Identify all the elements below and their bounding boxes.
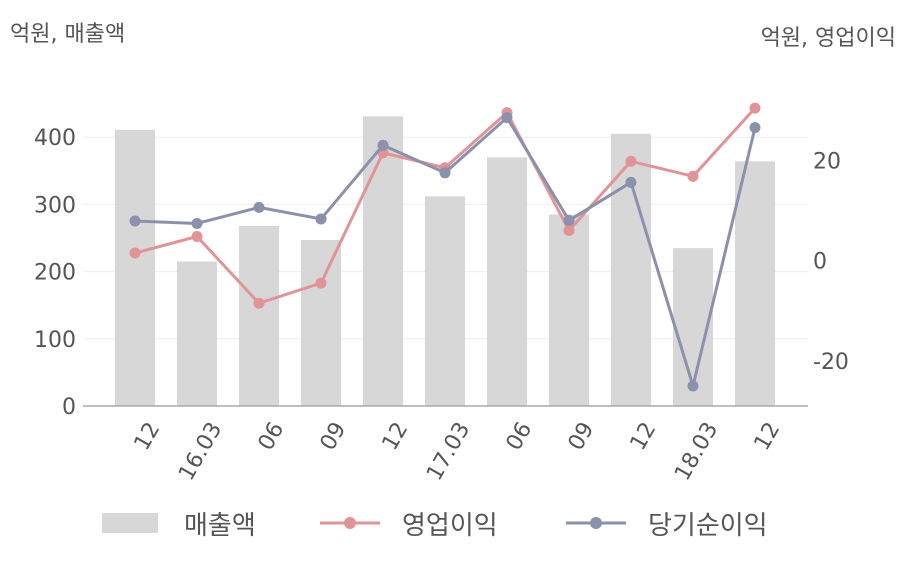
right-tick-label: -20 (813, 350, 849, 375)
legend-item-operating-profit: 영업이익 (320, 500, 498, 546)
x-tick-label: 18.03 (670, 418, 723, 485)
left-tick-label: 300 (34, 193, 76, 218)
net-profit-point (687, 380, 699, 392)
x-tick-label: 09 (316, 418, 352, 455)
net-profit-point (439, 167, 451, 179)
revenue-bar (239, 225, 279, 406)
left-tick-label: 200 (34, 261, 76, 286)
legend-label-operating-profit: 영업이익 (402, 510, 498, 541)
net-profit-point (377, 139, 389, 151)
net-profit-point (563, 214, 575, 226)
net-profit-point (191, 217, 203, 229)
left-tick-label: 0 (62, 395, 76, 420)
operating-profit-point (625, 155, 637, 167)
operating-profit-point (191, 230, 203, 242)
revenue-bar (425, 196, 465, 406)
chart-legend: 매출액 영업이익 당기순이익 (0, 500, 908, 546)
x-tick-label: 12 (626, 418, 662, 455)
x-tick-label: 12 (130, 418, 166, 455)
x-tick-label: 06 (254, 418, 290, 455)
operating-profit-point (129, 247, 141, 259)
revenue-bar (363, 116, 403, 407)
x-tick-label: 12 (750, 418, 786, 455)
left-axis-unit-label: 억원, 매출액 (10, 22, 126, 47)
net-profit-point (501, 112, 513, 124)
x-tick-label: 17.03 (422, 418, 475, 485)
x-tick-label: 16.03 (174, 418, 227, 485)
net-profit-point (129, 215, 141, 227)
left-tick-label: 400 (34, 126, 76, 151)
operating-profit-point (749, 102, 761, 114)
net-profit-point (253, 201, 265, 213)
right-tick-label: 20 (813, 149, 841, 174)
net-profit-point (315, 213, 327, 225)
legend-label-revenue: 매출액 (184, 510, 256, 541)
operating-profit-point (563, 224, 575, 236)
revenue-bar (487, 157, 527, 406)
legend-swatch-net-profit (566, 517, 626, 529)
revenue-bar (115, 129, 155, 407)
net-profit-point (749, 122, 761, 134)
x-tick-label: 06 (502, 418, 538, 455)
legend-item-revenue: 매출액 (102, 500, 256, 546)
right-tick-label: 0 (813, 250, 827, 275)
operating-profit-point (687, 170, 699, 182)
legend-swatch-operating-profit (320, 517, 380, 529)
revenue-bar (177, 261, 217, 406)
operating-profit-point (253, 297, 265, 309)
x-tick-label: 12 (378, 418, 414, 455)
legend-item-net-profit: 당기순이익 (566, 500, 768, 546)
revenue-bar (301, 240, 341, 406)
left-tick-label: 100 (34, 328, 76, 353)
x-tick-label: 09 (564, 418, 600, 455)
legend-label-net-profit: 당기순이익 (648, 510, 768, 541)
legend-swatch-revenue (102, 513, 158, 533)
revenue-bar (735, 161, 775, 406)
operating-profit-point (315, 277, 327, 289)
right-axis-unit-label: 억원, 영업이익 (760, 26, 896, 51)
net-profit-point (625, 176, 637, 188)
revenue-bar (549, 214, 589, 406)
